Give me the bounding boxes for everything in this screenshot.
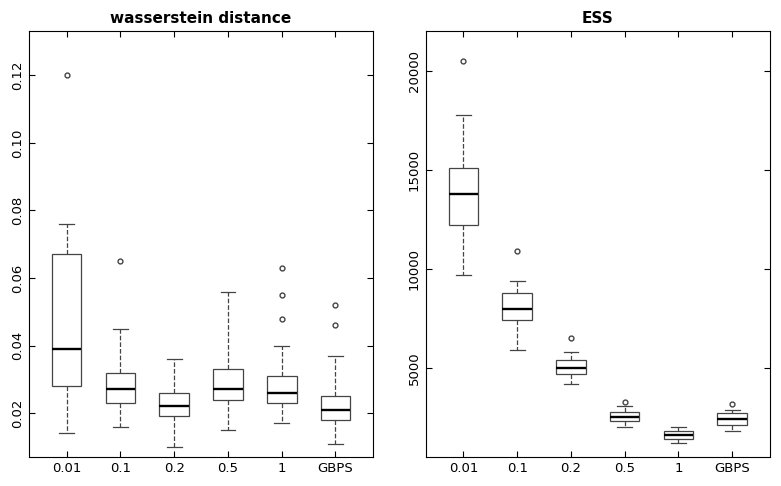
Title: wasserstein distance: wasserstein distance: [110, 11, 291, 26]
PathPatch shape: [664, 431, 694, 439]
PathPatch shape: [610, 412, 640, 421]
PathPatch shape: [267, 376, 297, 403]
PathPatch shape: [52, 254, 81, 386]
PathPatch shape: [105, 373, 135, 403]
PathPatch shape: [502, 293, 532, 320]
PathPatch shape: [718, 414, 747, 425]
PathPatch shape: [321, 396, 351, 420]
PathPatch shape: [556, 360, 586, 374]
PathPatch shape: [448, 168, 478, 226]
Title: ESS: ESS: [582, 11, 614, 26]
PathPatch shape: [159, 393, 189, 417]
PathPatch shape: [213, 369, 243, 399]
